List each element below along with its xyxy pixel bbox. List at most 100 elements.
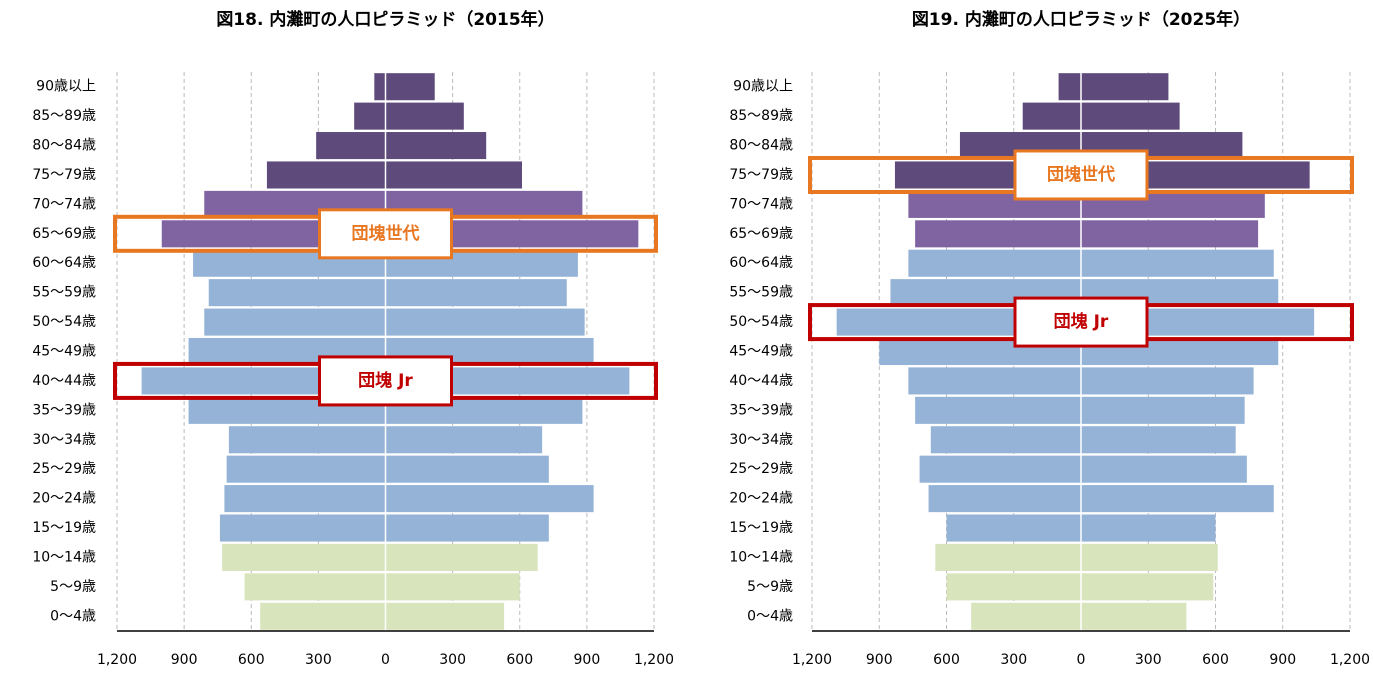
y-tick-label: 10～14歳 — [32, 549, 96, 565]
annotation-box — [1013, 296, 1149, 348]
bar — [1081, 573, 1214, 601]
y-tick-label: 50～54歳 — [32, 314, 96, 330]
x-tick-label: 300 — [1000, 652, 1027, 668]
chart-title: 図19. 内灘町の人口ピラミッド（2025年） — [912, 9, 1250, 30]
annotation-label: 団塊 Jr — [1054, 311, 1109, 332]
y-tick-label: 70～74歳 — [32, 196, 96, 212]
bar — [1081, 73, 1169, 101]
y-tick-label: 40～44歳 — [32, 373, 96, 389]
y-tick-label: 55～59歳 — [729, 285, 793, 301]
x-tick-label: 1,200 — [1330, 652, 1370, 668]
y-tick-label: 10～14歳 — [729, 549, 793, 565]
bar — [208, 279, 386, 307]
x-tick-label: 0 — [381, 652, 390, 668]
bar — [385, 73, 435, 101]
x-tick-label: 1,200 — [97, 652, 137, 668]
bar — [1081, 426, 1236, 454]
annotation-label: 団塊 Jr — [358, 370, 413, 391]
x-tick-label: 600 — [1202, 652, 1229, 668]
bar — [1081, 602, 1187, 630]
bar — [266, 161, 386, 189]
bar — [971, 602, 1081, 630]
y-tick-label: 85～89歳 — [729, 108, 793, 124]
bar — [1081, 455, 1247, 483]
bar — [385, 161, 522, 189]
x-tick-label: 600 — [933, 652, 960, 668]
y-tick-label: 90歳以上 — [733, 79, 793, 95]
bar — [385, 426, 543, 454]
annotation-label: 団塊世代 — [1047, 164, 1115, 185]
bar — [204, 308, 386, 336]
y-tick-label: 80～84歳 — [729, 138, 793, 154]
bar — [915, 396, 1081, 424]
bar — [946, 514, 1081, 542]
bar — [219, 514, 386, 542]
bar — [1081, 543, 1218, 571]
bar — [385, 602, 505, 630]
annotation-box — [318, 208, 453, 260]
bar — [354, 102, 386, 130]
x-tick-label: 300 — [1135, 652, 1162, 668]
y-tick-label: 15～19歳 — [32, 520, 96, 536]
y-tick-label: 40～44歳 — [729, 373, 793, 389]
x-tick-label: 300 — [439, 652, 466, 668]
y-tick-label: 20～24歳 — [32, 491, 96, 507]
y-tick-label: 0～4歳 — [747, 608, 793, 624]
y-tick-label: 75～79歳 — [32, 167, 96, 183]
bar — [1081, 367, 1254, 395]
x-tick-label: 600 — [506, 652, 533, 668]
annotation-box — [318, 355, 453, 407]
y-tick-label: 55～59歳 — [32, 285, 96, 301]
y-tick-label: 60～64歳 — [729, 255, 793, 271]
bar — [1081, 514, 1216, 542]
y-tick-label: 45～49歳 — [32, 344, 96, 360]
y-tick-label: 45～49歳 — [729, 344, 793, 360]
x-tick-label: 300 — [305, 652, 332, 668]
x-tick-label: 900 — [1269, 652, 1296, 668]
bar — [385, 514, 549, 542]
y-tick-label: 25～29歳 — [729, 461, 793, 477]
bar — [222, 543, 386, 571]
chart-title: 図18. 内灘町の人口ピラミッド（2015年） — [216, 9, 554, 30]
bar — [946, 573, 1081, 601]
x-tick-label: 1,200 — [634, 652, 674, 668]
y-tick-label: 35～39歳 — [729, 402, 793, 418]
y-tick-label: 5～9歳 — [747, 579, 793, 595]
bar — [224, 485, 386, 513]
bar — [385, 102, 464, 130]
bar — [316, 132, 386, 160]
y-tick-label: 80～84歳 — [32, 138, 96, 154]
y-tick-label: 85～89歳 — [32, 108, 96, 124]
bar — [919, 455, 1081, 483]
y-tick-label: 30～34歳 — [32, 432, 96, 448]
annotation-box — [1013, 149, 1149, 201]
bar — [1022, 102, 1081, 130]
bar — [385, 543, 538, 571]
bar — [930, 426, 1081, 454]
bar — [385, 279, 567, 307]
bar — [935, 543, 1081, 571]
x-tick-label: 900 — [171, 652, 198, 668]
x-tick-label: 900 — [574, 652, 601, 668]
bar — [1081, 396, 1245, 424]
y-tick-label: 25～29歳 — [32, 461, 96, 477]
bar — [908, 249, 1081, 277]
y-tick-label: 50～54歳 — [729, 314, 793, 330]
bar — [385, 308, 585, 336]
x-tick-label: 0 — [1077, 652, 1086, 668]
bar — [908, 367, 1081, 395]
bar — [385, 455, 549, 483]
bar — [1081, 485, 1274, 513]
y-tick-label: 60～64歳 — [32, 255, 96, 271]
y-tick-label: 70～74歳 — [729, 196, 793, 212]
annotation-label: 団塊世代 — [352, 223, 420, 244]
bar — [1081, 249, 1274, 277]
bar — [226, 455, 386, 483]
bar — [374, 73, 386, 101]
y-tick-label: 65～69歳 — [729, 226, 793, 242]
y-tick-label: 15～19歳 — [729, 520, 793, 536]
bar — [260, 602, 386, 630]
bar — [385, 485, 594, 513]
bar — [928, 485, 1081, 513]
